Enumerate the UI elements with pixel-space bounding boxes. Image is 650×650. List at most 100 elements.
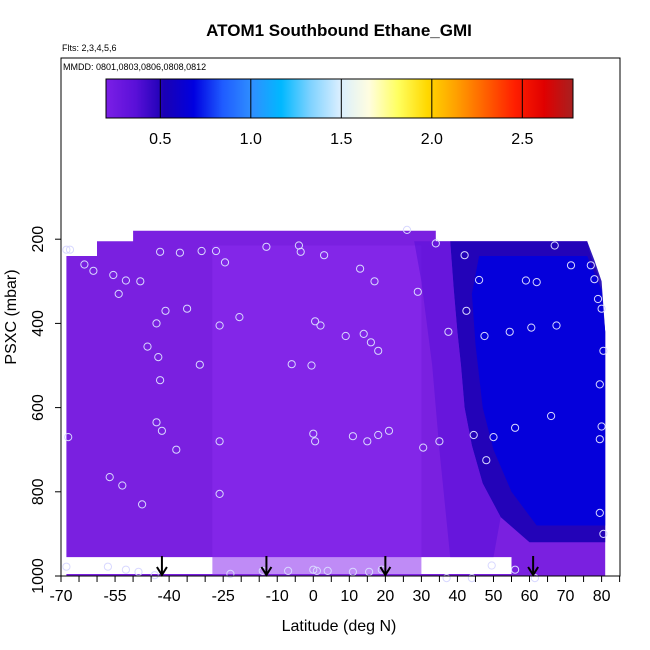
colorbar-tick-label: 0.5 — [149, 131, 171, 148]
observation-point — [121, 565, 131, 574]
observation-point — [480, 331, 489, 341]
observation-point — [566, 261, 576, 270]
observation-point — [462, 306, 471, 315]
observation-point — [527, 323, 536, 332]
observation-point — [235, 313, 244, 322]
observation-point — [157, 426, 166, 435]
x-axis-label: Latitude (deg N) — [282, 618, 397, 635]
x-tick-label: 30 — [413, 588, 431, 605]
observation-point — [118, 481, 127, 490]
observation-point — [595, 380, 604, 389]
observation-point — [482, 456, 491, 465]
flight-arrows — [156, 556, 539, 577]
dates-subtitle: MMDD: 0801,0803,0806,0808,0812 — [63, 62, 206, 72]
observation-point — [599, 346, 608, 355]
observation-point — [296, 247, 305, 256]
observation-point — [62, 245, 71, 254]
colorbar-tick-label: 1.5 — [330, 131, 352, 148]
observation-point — [510, 423, 520, 432]
x-tick-label: 40 — [449, 588, 467, 605]
observation-point — [489, 433, 498, 442]
observation-point — [226, 569, 235, 579]
observation-point — [475, 275, 484, 285]
chart-title: ATOM1 Southbound Ethane_GMI — [206, 21, 472, 40]
observation-point — [197, 246, 206, 256]
observation-point — [402, 225, 412, 234]
observation-point — [195, 360, 204, 369]
x-tick-label: 10 — [340, 588, 358, 605]
observation-point — [80, 260, 89, 269]
observation-point — [552, 321, 561, 330]
observation-point — [595, 508, 604, 518]
observation-point — [156, 376, 165, 385]
flight-arrow — [527, 556, 539, 577]
x-tick-label: -40 — [158, 588, 181, 605]
observation-point — [316, 321, 325, 330]
y-axis-label: PSXC (mbar) — [3, 269, 20, 364]
observation-point — [323, 566, 332, 576]
observation-point — [284, 566, 293, 576]
y-tick-label: 800 — [30, 478, 47, 505]
observation-points — [62, 225, 608, 583]
observation-point — [154, 353, 163, 362]
observation-point — [530, 574, 540, 583]
observation-point — [109, 270, 118, 280]
observation-point — [547, 411, 556, 421]
observation-point — [156, 247, 165, 256]
observation-point — [220, 258, 230, 267]
flight-arrow — [379, 556, 392, 577]
observation-point — [150, 571, 159, 580]
observation-point — [359, 329, 368, 338]
field-transition — [414, 241, 501, 558]
plot-area: MMDD: 0801,0803,0806,0808,0812 — [60, 57, 621, 583]
observation-point — [431, 239, 440, 248]
observation-point — [215, 321, 224, 330]
observation-point — [593, 294, 603, 304]
colorbar-bar — [105, 78, 574, 119]
x-tick-label: 0 — [309, 588, 318, 605]
flights-subtitle: Flts: 2,3,4,5,6 — [62, 43, 117, 53]
observation-point — [183, 304, 192, 313]
observation-point — [365, 567, 374, 576]
observation-point — [532, 278, 541, 287]
observation-point — [435, 437, 444, 446]
observation-point — [363, 437, 372, 446]
observation-point — [309, 429, 318, 438]
observation-point — [89, 266, 98, 275]
observation-point — [307, 361, 316, 370]
x-tick-label: 70 — [557, 588, 575, 605]
observation-point — [311, 317, 320, 326]
observation-point — [413, 287, 422, 296]
observation-point — [262, 242, 271, 251]
observation-point — [599, 529, 608, 539]
observation-point — [597, 422, 606, 431]
observation-point — [469, 430, 478, 440]
axes: -70 -55 -40 -25 -10 0 10 20 30 40 50 60 70 80 200 400 6… — [30, 226, 621, 605]
observation-point — [356, 264, 365, 273]
x-tick-label: 50 — [485, 588, 503, 605]
observation-point — [114, 289, 123, 298]
field-northern-core — [471, 256, 606, 526]
observation-point — [103, 562, 113, 571]
observation-point — [384, 426, 394, 435]
x-tick-label: 60 — [521, 588, 539, 605]
observation-point — [370, 277, 379, 286]
x-axis: -70 -55 -40 -25 -10 0 10 20 30 40 50 60 70 80 — [49, 575, 621, 605]
observation-point — [444, 327, 453, 336]
flight-arrow — [260, 556, 273, 577]
observation-point — [311, 437, 320, 446]
y-axis: 200 400 600 800 1000 — [30, 226, 61, 594]
observation-point — [341, 331, 350, 341]
observation-point — [348, 432, 357, 441]
observation-point — [161, 306, 170, 315]
colorbar-tick-label: 2.0 — [421, 131, 443, 148]
concentration-field — [66, 230, 606, 577]
observation-point — [143, 342, 152, 351]
observation-point — [320, 251, 329, 260]
observation-point — [175, 248, 184, 257]
observation-point — [312, 566, 321, 576]
field-tropical-band — [212, 245, 422, 576]
y-tick-label: 200 — [30, 226, 47, 253]
x-tick-label: -70 — [49, 588, 72, 605]
